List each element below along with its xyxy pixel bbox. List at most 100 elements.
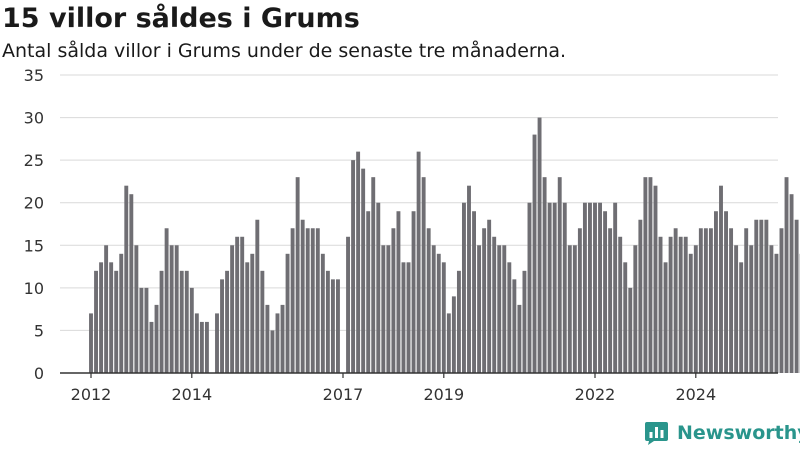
y-tick-label: 35: [24, 66, 44, 85]
bar: [199, 321, 204, 373]
bar: [698, 228, 703, 373]
bar: [184, 270, 189, 373]
bar: [204, 321, 209, 373]
newsworthy-chart-icon: [645, 421, 668, 445]
bars: [89, 117, 800, 373]
bar: [391, 228, 396, 373]
bar: [779, 228, 784, 373]
y-tick-label: 20: [24, 194, 44, 213]
bar: [139, 287, 144, 373]
bar: [603, 211, 608, 373]
bar: [653, 185, 658, 373]
bar: [215, 313, 219, 373]
bar: [512, 279, 517, 373]
y-tick-label: 0: [34, 364, 44, 383]
bar: [330, 279, 335, 373]
bar: [310, 228, 315, 373]
brand-name: Newsworthy: [677, 422, 800, 444]
bar: [608, 228, 613, 373]
bar: [688, 253, 693, 373]
bar: [159, 270, 164, 373]
bar: [482, 228, 487, 373]
x-tick-label: 2012: [71, 385, 112, 404]
bar: [149, 321, 154, 373]
bar: [336, 279, 340, 373]
bar: [134, 245, 139, 373]
y-tick-label: 5: [34, 321, 44, 340]
bar: [507, 262, 512, 373]
y-tick-label: 15: [24, 236, 44, 255]
bar: [547, 202, 552, 373]
x-axis: 2012 2014 2017 2019 2022 2024: [60, 372, 778, 404]
bar: [764, 219, 769, 373]
bar: [588, 202, 592, 373]
bar: [577, 228, 582, 373]
bar: [446, 313, 451, 373]
bar: [552, 202, 557, 373]
bar: [99, 262, 104, 373]
bar: [754, 219, 759, 373]
bar: [129, 194, 134, 373]
bar: [542, 177, 547, 373]
bar: [119, 253, 124, 373]
bar: [572, 245, 577, 373]
x-tick-label: 2022: [575, 385, 616, 404]
bar: [517, 304, 522, 373]
bar: [386, 245, 391, 373]
bar: [472, 211, 476, 373]
bar: [658, 236, 663, 373]
bar: [194, 313, 199, 373]
bar: [305, 228, 310, 373]
x-tick-label: 2019: [423, 385, 464, 404]
bar: [104, 245, 109, 373]
bar: [295, 177, 300, 373]
newsworthy-logo: Newsworthy: [644, 420, 800, 446]
bar: [451, 296, 456, 373]
bar: [426, 228, 431, 373]
bar: [240, 236, 245, 373]
bar: [250, 253, 255, 373]
bar: [275, 313, 280, 373]
bar: [532, 134, 537, 373]
bar: [401, 262, 406, 373]
bar: [784, 177, 789, 373]
bar: [729, 228, 734, 373]
bar: [431, 245, 436, 373]
bar: [477, 245, 482, 373]
bar: [522, 270, 527, 373]
bar: [189, 287, 194, 373]
bar: [557, 177, 562, 373]
bar: [416, 151, 421, 373]
bar: [673, 228, 678, 373]
bar: [693, 245, 698, 373]
bar: [739, 262, 744, 373]
bar: [280, 304, 285, 373]
bar: [230, 245, 235, 373]
bar: [124, 185, 129, 373]
bar: [351, 160, 356, 373]
y-axis-labels: 0 5 10 15 20 25 30 35: [24, 66, 44, 383]
bar: [396, 211, 401, 373]
bar: [502, 245, 507, 373]
bar: [537, 117, 542, 373]
bar: [441, 262, 446, 373]
bar: [633, 245, 638, 373]
bar: [179, 270, 184, 373]
bar: [582, 202, 587, 373]
bar: [668, 236, 673, 373]
bar: [708, 228, 713, 373]
bar: [467, 185, 471, 373]
bar: [749, 245, 754, 373]
bar: [492, 236, 497, 373]
bar: [315, 228, 320, 373]
bar: [361, 168, 366, 373]
bar: [456, 270, 461, 373]
bar: [759, 219, 764, 373]
bar: [593, 202, 597, 373]
bar: [598, 202, 602, 373]
bar: [789, 194, 794, 373]
x-tick-label: 2014: [171, 385, 212, 404]
bar: [381, 245, 386, 373]
bar: [628, 287, 633, 373]
